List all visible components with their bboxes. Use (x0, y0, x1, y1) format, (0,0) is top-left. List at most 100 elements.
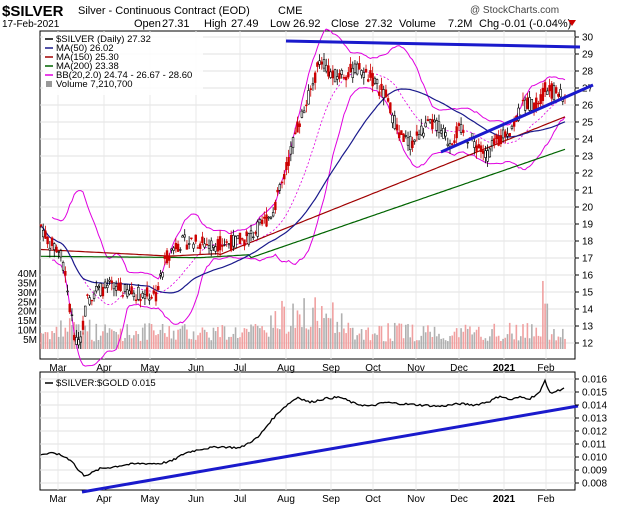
candle-body (39, 224, 43, 227)
volume-bar (104, 324, 106, 349)
volume-label: Volume (399, 18, 436, 30)
candle-body (190, 237, 193, 239)
volume-bar (88, 319, 91, 349)
volume-bar (206, 332, 208, 349)
price-tick-label: 21 (582, 186, 594, 197)
ratio-axis: 0.008 0.009 0.010 0.011 0.012 0.013 0.014 0.015… (575, 375, 607, 490)
volume-bar (155, 335, 157, 349)
ratio-line (40, 378, 565, 477)
candle-body (504, 131, 507, 137)
candle-body (137, 286, 140, 300)
candle-body (198, 243, 202, 249)
volume-bar (422, 326, 425, 349)
candle-body (106, 284, 109, 289)
candle-body (117, 283, 120, 291)
candle-body (386, 98, 390, 102)
ratio-tick-label: 0.011 (582, 440, 607, 451)
candle-body (428, 119, 432, 123)
volume-bar (360, 329, 363, 349)
candle-body (325, 64, 328, 72)
volume-bar (559, 337, 562, 349)
candle-body (358, 63, 361, 70)
price-tick-label: 18 (582, 237, 594, 248)
volume-bar (427, 325, 429, 349)
ma200-line (41, 148, 566, 259)
candle-body (506, 133, 509, 137)
candle-body (291, 137, 295, 148)
ratio-tick-label: 0.016 (582, 375, 607, 386)
volume-bar (491, 329, 493, 349)
bb-upper-line (51, 28, 566, 280)
candle-body (183, 234, 186, 238)
candle-body (61, 261, 65, 271)
candle-body (287, 157, 290, 166)
volume-tick-label: 5M (23, 335, 37, 346)
volume-bar (345, 333, 347, 349)
candle-body (163, 255, 167, 259)
candle-body (380, 83, 383, 91)
candle-body (495, 134, 498, 140)
candle-body (320, 61, 323, 65)
candle-body (473, 141, 476, 148)
month-label: Nov (407, 363, 425, 374)
volume-bar (519, 336, 522, 349)
volume-bar (409, 337, 412, 349)
ratio-month-label: Mar (49, 494, 67, 505)
candle-body (50, 237, 54, 246)
volume-bar (108, 328, 111, 349)
volume-bar (137, 334, 140, 349)
ratio-trendline (81, 404, 579, 494)
ratio-month-label: Sep (322, 494, 340, 505)
candle-body (353, 63, 357, 73)
volume-bar (513, 339, 515, 349)
ratio-month-label: Feb (537, 494, 555, 505)
chart-symbol: $SILVER (2, 3, 64, 20)
volume-bar (241, 332, 243, 349)
price-tick-label: 17 (582, 254, 594, 265)
volume-bar (447, 341, 449, 349)
volume-bar (411, 324, 414, 349)
candle-body (302, 110, 306, 114)
candle-body (134, 299, 138, 301)
legend-volume-swatch (46, 81, 52, 87)
candle-body (55, 246, 58, 253)
candle-body (274, 201, 277, 211)
volume-bar (93, 341, 95, 349)
candle-body (205, 243, 209, 246)
candle-body (154, 291, 158, 302)
chg-value: -0.01 (-0.04%) (501, 18, 571, 30)
price-tick-label: 29 (582, 50, 594, 61)
volume-bar (550, 334, 553, 349)
candle-body (92, 293, 96, 299)
volume-bar (190, 339, 193, 349)
candle-body (212, 245, 215, 248)
price-tick-label: 25 (582, 118, 594, 129)
volume-bar (493, 323, 496, 349)
volume-bar (175, 339, 177, 349)
candle-body (307, 90, 310, 105)
volume-bar (64, 327, 67, 349)
candle-body (216, 239, 220, 252)
candle-body (420, 125, 423, 136)
volume-bar (301, 327, 303, 349)
volume-bar (71, 325, 73, 349)
volume-bar (504, 337, 507, 349)
volume-bar (382, 341, 385, 349)
volume-bar (424, 332, 427, 349)
candle-body (247, 233, 251, 245)
volume-bar (495, 336, 498, 349)
volume-bar (122, 341, 124, 349)
volume-bar (431, 336, 434, 349)
candle-body (333, 69, 337, 83)
volume-bar (531, 324, 533, 349)
candle-body (360, 70, 363, 76)
chart-exchange: CME (278, 5, 302, 17)
candle-body (254, 232, 257, 234)
volume-bar (312, 307, 314, 349)
volume-bar (418, 340, 420, 349)
ratio-tick-label: 0.013 (582, 414, 607, 425)
volume-bar (303, 298, 305, 349)
volume-bars (40, 280, 566, 349)
month-label: Feb (537, 363, 555, 374)
candle-body (256, 221, 259, 237)
